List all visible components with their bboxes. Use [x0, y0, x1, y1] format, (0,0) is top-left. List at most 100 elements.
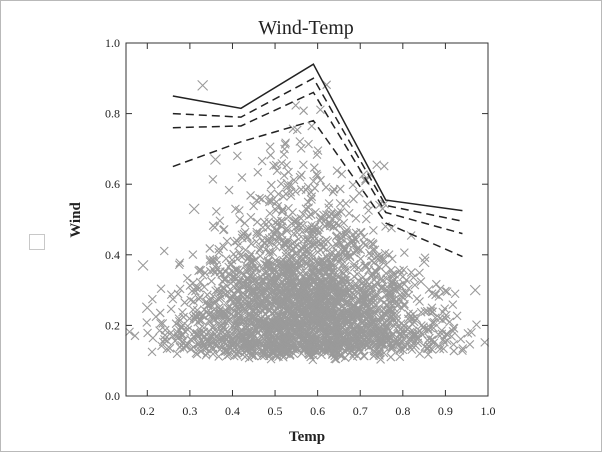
scatter-point: [358, 292, 368, 302]
scatter-point: [423, 324, 433, 334]
scatter-point: [286, 191, 296, 201]
scatter-point: [362, 325, 372, 335]
scatter-point: [213, 285, 223, 294]
scatter-point: [379, 161, 389, 171]
scatter-point: [262, 261, 272, 271]
scatter-point: [283, 238, 293, 248]
x-tick-label: 0.3: [182, 404, 197, 418]
scatter-point: [299, 106, 309, 116]
scatter-point: [351, 244, 361, 254]
scatter-point: [280, 238, 290, 248]
scatter-point: [427, 289, 437, 298]
scatter-point: [418, 256, 430, 268]
scatter-point: [392, 310, 402, 320]
scatter-point: [148, 333, 158, 343]
scatter-point: [388, 310, 398, 320]
scatter-point: [381, 310, 391, 320]
scatter-point: [331, 345, 340, 355]
scatter-point: [271, 225, 280, 235]
scatter-point: [175, 325, 184, 335]
scatter-point: [324, 199, 334, 208]
scatter-point: [399, 324, 409, 334]
scatter-point: [340, 244, 350, 253]
scatter-point: [224, 294, 234, 304]
scatter-point: [170, 336, 180, 346]
scatter-point: [257, 275, 267, 285]
scatter-point: [364, 206, 373, 215]
scatter-point: [230, 237, 239, 247]
checkbox[interactable]: [29, 234, 45, 250]
scatter-point: [130, 331, 140, 341]
scatter-point: [260, 303, 270, 313]
scatter-point: [351, 213, 361, 223]
scatter-point: [210, 222, 220, 232]
scatter-point: [365, 334, 374, 344]
scatter-point: [278, 350, 288, 360]
scatter-point: [295, 137, 305, 146]
scatter-point: [351, 281, 360, 291]
scatter-point: [279, 171, 289, 180]
scatter-point: [264, 233, 274, 243]
scatter-point: [277, 207, 287, 217]
scatter-point: [240, 218, 250, 228]
scatter-point: [275, 285, 284, 295]
scatter-point: [313, 146, 323, 155]
scatter-point: [291, 100, 301, 110]
scatter-point: [397, 338, 407, 347]
scatter-point: [381, 268, 391, 278]
scatter-point: [199, 327, 209, 337]
scatter-point: [208, 255, 218, 265]
scatter-point: [326, 299, 335, 309]
scatter-point: [380, 248, 390, 258]
scatter-point: [450, 289, 460, 299]
scatter-point: [175, 284, 185, 294]
scatter-point: [231, 331, 241, 341]
scatter-point: [248, 268, 258, 278]
scatter-point: [275, 231, 285, 241]
scatter-point: [175, 342, 185, 352]
scatter-point: [306, 341, 316, 351]
scatter-point: [320, 262, 330, 272]
scatter-point: [194, 294, 204, 304]
scatter-point: [329, 184, 339, 194]
scatter-point: [316, 212, 326, 222]
scatter-point: [246, 289, 256, 299]
scatter-point: [386, 292, 395, 302]
scatter-point: [276, 179, 286, 189]
scatter-point: [158, 319, 168, 328]
scatter-point: [229, 249, 239, 259]
scatter-point: [265, 342, 274, 352]
scatter-point: [174, 314, 184, 324]
scatter-point: [277, 345, 287, 354]
scatter-point: [282, 223, 291, 233]
scatter-point: [320, 347, 330, 356]
scatter-point: [298, 221, 308, 231]
scatter-point: [361, 261, 371, 271]
scatter-point: [254, 323, 263, 333]
y-tick-label: 0.6: [105, 177, 120, 191]
scatter-point: [258, 235, 267, 245]
scatter-point: [316, 266, 325, 276]
scatter-point: [238, 270, 248, 280]
plot-area: [125, 42, 489, 397]
scatter-point: [370, 308, 380, 317]
scatter-point: [253, 339, 262, 348]
scatter-point: [429, 338, 439, 347]
scatter-point: [159, 246, 169, 256]
scatter-point: [289, 313, 298, 323]
scatter-point: [289, 228, 299, 238]
scatter-point: [336, 253, 346, 263]
scatter-point: [356, 227, 366, 237]
scatter-point: [267, 308, 277, 318]
scatter-point: [316, 323, 325, 333]
scatter-point: [330, 326, 339, 336]
scatter-point: [343, 311, 353, 321]
scatter-point: [224, 185, 234, 195]
scatter-point: [261, 244, 271, 254]
scatter-point: [224, 262, 234, 272]
scatter-point: [213, 320, 223, 330]
scatter-point: [378, 275, 388, 285]
scatter-point: [412, 294, 422, 304]
scatter-point: [287, 306, 297, 316]
scatter-point: [230, 328, 240, 338]
